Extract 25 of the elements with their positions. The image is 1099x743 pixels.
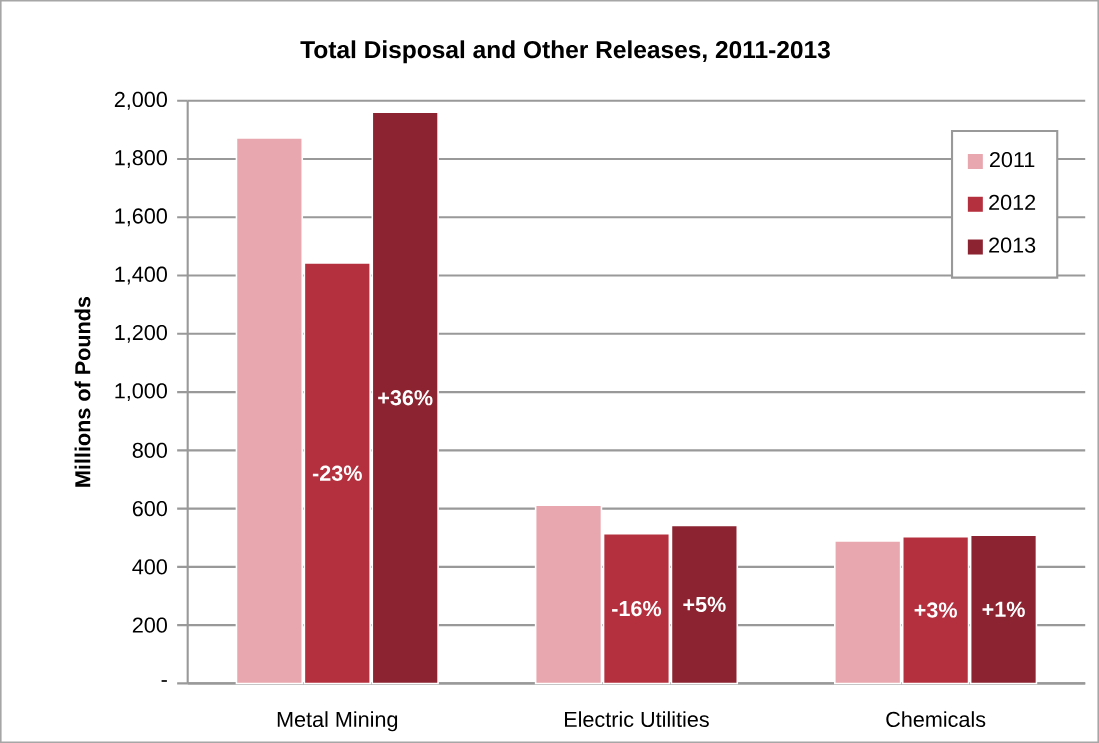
y-tick-label: 1,200 <box>115 324 167 343</box>
y-tick-label: 1,800 <box>115 149 167 168</box>
y-axis-title: Millions of Pounds <box>74 296 91 487</box>
annotation: +1% <box>982 601 1025 617</box>
x-tick-label: Electric Utilities <box>565 711 709 727</box>
x-tick-label: Chemicals <box>886 711 986 727</box>
y-tick-label: - <box>161 680 167 682</box>
legend-label: 2013 <box>989 237 1036 253</box>
x-tick-label: Metal Mining <box>277 711 398 732</box>
annotation: +36% <box>378 390 433 406</box>
annotation: +3% <box>914 602 957 618</box>
y-tick-label: 2,000 <box>114 91 167 110</box>
y-tick-label: 1,400 <box>115 266 167 285</box>
annotation: +5% <box>683 596 726 612</box>
y-tick-label: 600 <box>132 500 167 517</box>
y-tick-label: 1,600 <box>115 208 167 227</box>
chart-title: Total Disposal and Other Releases, 2011-2013 <box>300 40 830 64</box>
annotation: -23% <box>312 465 362 481</box>
y-tick-label: 400 <box>132 559 167 575</box>
legend-label: 2011 <box>989 151 1035 168</box>
y-tick-label: 800 <box>132 442 167 458</box>
legend-label: 2012 <box>989 194 1036 210</box>
annotation: -16% <box>612 600 662 617</box>
y-tick-label: 200 <box>132 617 167 633</box>
y-tick-label: 1,000 <box>115 383 167 401</box>
